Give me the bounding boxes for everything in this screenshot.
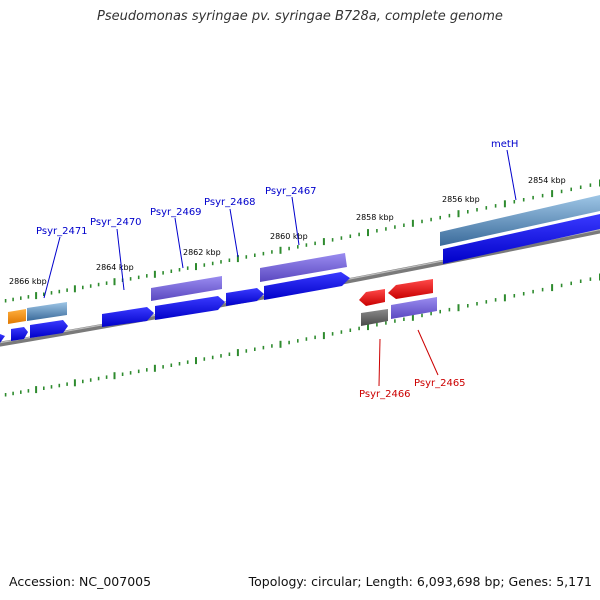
gene-label-psyr-2470[interactable]: Psyr_2470	[90, 217, 142, 228]
kbp-label: 2856 kbp	[442, 195, 480, 204]
gene-arrow[interactable]	[11, 327, 28, 341]
reverse-tick-row	[4, 273, 600, 397]
feature-block[interactable]	[27, 302, 67, 321]
kbp-label: 2864 kbp	[96, 263, 134, 272]
leader-line	[174, 217, 184, 269]
gene-label-psyr-2469[interactable]: Psyr_2469	[150, 207, 202, 218]
gene-arrow[interactable]	[264, 272, 350, 300]
leader-line	[506, 149, 517, 201]
gene-labels: Psyr_2471 Psyr_2470 Psyr_2469 Psyr_2468 …	[36, 139, 518, 400]
genome-summary-text: Topology: circular; Length: 6,093,698 bp…	[248, 574, 592, 589]
accession-text: Accession: NC_007005	[9, 574, 152, 589]
leader-line	[417, 329, 439, 376]
kbp-label: 2854 kbp	[528, 176, 566, 185]
leader-line	[116, 228, 125, 291]
gene-arrow[interactable]	[359, 289, 385, 306]
forward-strand-features	[0, 195, 600, 344]
leader-line	[43, 236, 61, 299]
gene-label-meth[interactable]: metH	[491, 139, 518, 150]
feature-block[interactable]	[8, 309, 26, 324]
map-title: Pseudomonas syringae pv. syringae B728a,…	[97, 9, 503, 24]
gene-arrow[interactable]	[30, 320, 68, 338]
kbp-label: 2860 kbp	[270, 232, 308, 241]
feature-block[interactable]	[260, 253, 347, 282]
leader-line	[229, 208, 239, 258]
gene-arrow[interactable]	[155, 296, 225, 320]
forward-tick-row	[4, 179, 600, 303]
label-leader-lines	[43, 149, 517, 387]
gene-arrow[interactable]	[388, 279, 433, 299]
gene-label-psyr-2468[interactable]: Psyr_2468	[204, 197, 256, 208]
kbp-label: 2866 kbp	[9, 277, 47, 286]
kbp-label: 2858 kbp	[356, 213, 394, 222]
feature-block[interactable]	[151, 276, 222, 301]
gene-arrow[interactable]	[102, 307, 154, 327]
feature-block[interactable]	[440, 195, 600, 246]
leader-line	[378, 338, 381, 387]
feature-block[interactable]	[391, 297, 437, 319]
gene-arrow[interactable]	[0, 334, 5, 344]
leader-line	[291, 196, 300, 246]
gene-label-psyr-2467[interactable]: Psyr_2467	[265, 186, 317, 197]
gene-arrow[interactable]	[443, 214, 600, 264]
gene-label-psyr-2471[interactable]: Psyr_2471	[36, 226, 88, 237]
feature-block[interactable]	[361, 309, 388, 326]
gene-label-psyr-2466[interactable]: Psyr_2466	[359, 389, 411, 400]
gene-arrow[interactable]	[226, 288, 264, 306]
gene-label-psyr-2465[interactable]: Psyr_2465	[414, 378, 466, 389]
reverse-strand-features	[359, 279, 437, 326]
kbp-label: 2862 kbp	[183, 248, 221, 257]
kbp-scale-labels: 2866 kbp 2864 kbp 2862 kbp 2860 kbp 2858…	[9, 176, 566, 286]
